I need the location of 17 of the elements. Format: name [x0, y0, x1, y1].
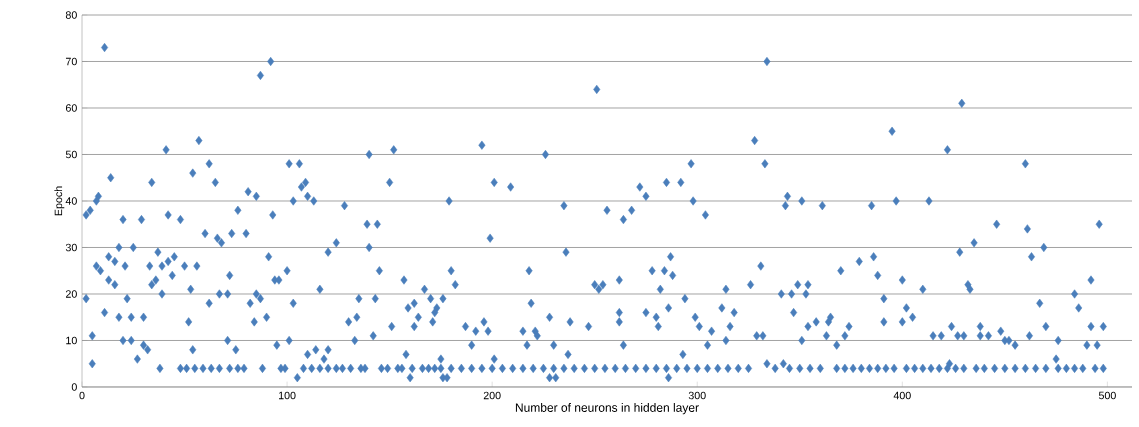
- y-tick-label: 70: [65, 57, 77, 66]
- y-tick-label: 60: [65, 104, 77, 112]
- y-axis-title: Epoch: [54, 186, 65, 216]
- y-tick-label: 20: [65, 290, 77, 298]
- y-tick-label: 80: [65, 11, 77, 19]
- x-tick-label: 100: [279, 391, 296, 400]
- x-tick-label: 400: [893, 391, 911, 400]
- x-tick-label: 200: [483, 391, 501, 400]
- y-tick-label: 0: [71, 383, 77, 391]
- x-tick-label: 500: [1098, 391, 1116, 400]
- x-tick-label: 300: [688, 391, 706, 400]
- y-tick-label: 30: [65, 243, 77, 252]
- y-tick-label: 10: [66, 336, 77, 345]
- y-tick-label: 50: [65, 150, 77, 159]
- x-axis-title: Number of neurons in hidden layer: [515, 403, 699, 415]
- y-tick-label: 40: [65, 197, 77, 205]
- x-tick-label: 0: [79, 391, 85, 400]
